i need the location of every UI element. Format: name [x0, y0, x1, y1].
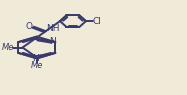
- Text: Me: Me: [2, 43, 14, 52]
- Text: Cl: Cl: [92, 17, 101, 26]
- Text: N: N: [49, 37, 55, 46]
- Text: N: N: [32, 54, 39, 63]
- Text: O: O: [26, 22, 33, 31]
- Text: NH: NH: [46, 24, 59, 33]
- Text: Me: Me: [31, 61, 43, 70]
